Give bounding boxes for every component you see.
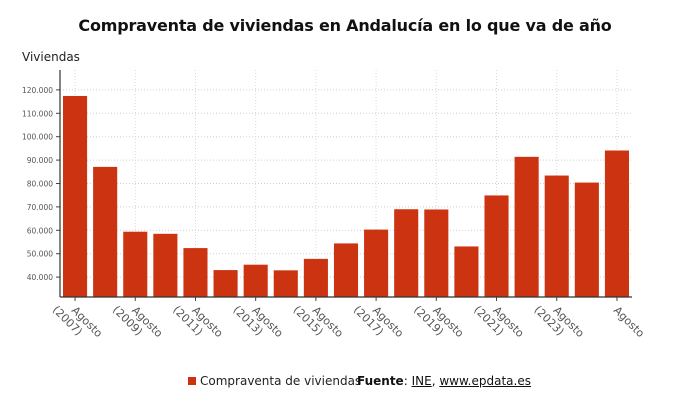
bar: Agosto (2014): 42900 [273, 270, 298, 297]
legend: Compraventa de viviendas [188, 374, 361, 388]
source-comma: , [431, 374, 436, 388]
y-tick-label: 60.000 [27, 226, 53, 235]
y-tick-label: 110.000 [22, 109, 53, 118]
bar: Agosto (2020): 53100 [454, 246, 479, 297]
x-tick-label: Agosto(2017) [351, 294, 406, 349]
y-tick-label: 50.000 [27, 250, 53, 259]
source-link-epdata[interactable]: www.epdata.es [439, 374, 531, 388]
x-tick-label: Agosto(2013) [230, 294, 285, 349]
x-tick-label: Agosto(2011) [170, 294, 225, 349]
bar: Agosto (2019): 68900 [424, 209, 449, 297]
bar: Agosto (2023): 83400 [544, 175, 569, 297]
bar: Agosto (2022): 91400 [514, 156, 539, 297]
y-tick-label: 80.000 [27, 180, 53, 189]
y-tick-label: 100.000 [22, 133, 53, 142]
bar: Agosto (2009): 59400 [123, 231, 148, 297]
x-tick-label: Agosto(2009) [110, 294, 165, 349]
bar: Agosto (2017): 60300 [364, 229, 389, 297]
bar: Agosto (2007): 117400 [63, 95, 88, 297]
x-tick-label: Agosto [611, 304, 647, 340]
bar: Agosto (2013): 45300 [243, 264, 268, 297]
bar: Agosto (2011): 52400 [183, 248, 208, 297]
source-note: Fuente: INE, www.epdata.es [357, 374, 531, 388]
legend-swatch [188, 377, 196, 385]
bar: Agosto (2025): 94100 [604, 150, 629, 297]
bar: Agosto (2012): 43000 [213, 270, 238, 297]
source-sep: : [403, 374, 408, 388]
y-tick-label: 70.000 [27, 203, 53, 212]
y-tick-label: 120.000 [22, 86, 53, 95]
x-tick-label: Agosto(2019) [411, 294, 466, 349]
chart-title: Compraventa de viviendas en Andalucía en… [78, 16, 612, 35]
bar: Agosto (2021): 74900 [484, 195, 509, 297]
bar: Agosto (2016): 54400 [333, 243, 359, 297]
x-tick-label: Agosto(2015) [291, 294, 346, 349]
bar: Agosto (2015): 47800 [303, 258, 328, 297]
bar: Agosto (2018): 69000 [394, 209, 419, 297]
x-tick-label: Agosto(2023) [532, 294, 587, 349]
x-tick-label: Agosto(2021) [471, 294, 526, 349]
source-label: Fuente [357, 374, 404, 388]
bar: Agosto (2010): 58500 [153, 233, 178, 297]
y-axis-label: Viviendas [22, 50, 80, 64]
y-tick-label: 90.000 [27, 156, 53, 165]
source-link-ine[interactable]: INE [411, 374, 432, 388]
bar: Agosto (2024): 80400 [574, 182, 599, 297]
x-tick-label: Agosto(2007) [50, 294, 105, 349]
bar: Agosto (2008): 87100 [93, 166, 118, 297]
legend-label: Compraventa de viviendas [200, 374, 362, 388]
y-tick-label: 40.000 [27, 273, 53, 282]
